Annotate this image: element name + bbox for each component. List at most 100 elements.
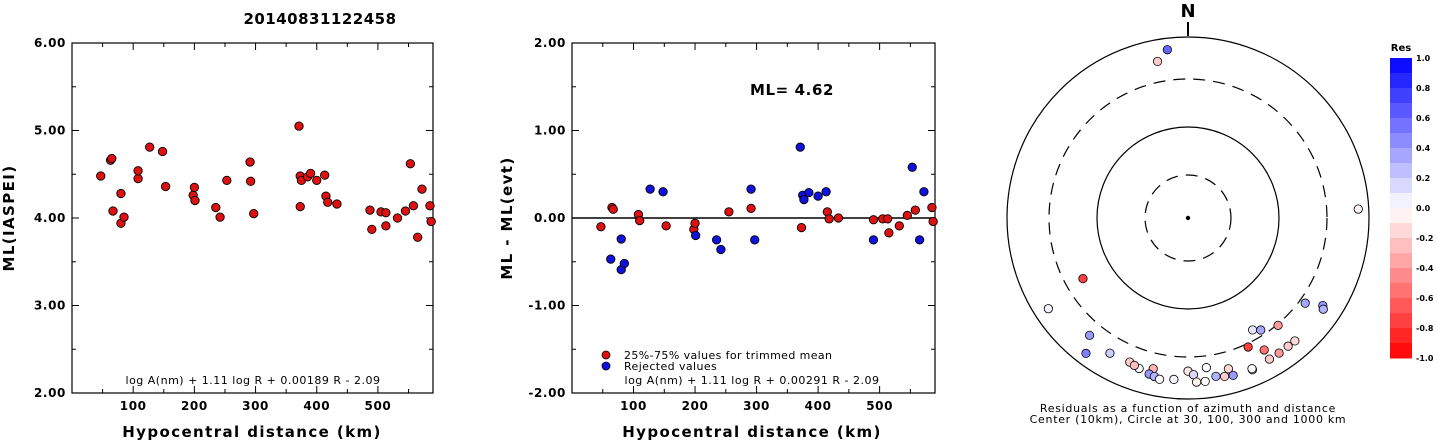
colorbar-cell [1390,163,1412,179]
chart0-data-point [425,201,435,211]
colorbar-tick-label: -0.2 [1416,234,1434,243]
colorbar-tick-label: 0.4 [1416,144,1431,153]
colorbar-tick-label: 1.0 [1416,54,1431,63]
chart0-data-point [312,175,322,186]
station-residual-marker [1105,348,1115,358]
station-residual-marker [1243,342,1253,352]
station-residual-marker [1273,320,1283,330]
chart0-data-point [145,142,155,152]
colorbar-title: Res [1391,43,1411,54]
station-residual-marker [1192,377,1202,387]
chart1-data-point [910,205,920,215]
station-residual-marker [1129,360,1139,370]
chart1-ytick-label: 1.00 [534,124,566,138]
ml-iaspei-panel: 100 200 300 400 500 2.00 3.00 4.00 5.00 6.00 log … [0,36,436,441]
legend-marker-rejected [601,361,611,371]
colorbar-tick-label: 0.2 [1416,174,1430,183]
station-residual-marker [1264,354,1275,364]
chart1-data-point [606,254,616,264]
chart1-data-point [746,184,756,194]
chart1-data-point [658,187,668,197]
chart0-data-point [189,182,200,193]
colorbar-cell [1390,238,1412,254]
chart0-ytick-label: 5.00 [34,124,66,138]
chart0-data-point [249,208,259,219]
chart1-data-point [882,214,893,224]
chart1-data-point [868,215,879,225]
station-residual-marker [1078,274,1088,284]
chart0-data-point [215,212,225,222]
colorbar-cell [1390,58,1412,74]
chart0-xtick-label: 400 [303,399,330,413]
chart0-data-point [332,199,342,209]
colorbar-tick-label: 0.6 [1416,114,1431,123]
chart1-data-point [804,187,814,198]
colorbar-cell [1390,118,1412,134]
chart0-data-point [305,168,316,179]
chart0-data-point [108,206,118,216]
chart0-ytick-label: 2.00 [34,386,66,400]
chart0-ytick-label: 4.00 [34,211,66,225]
colorbar-tick-label: -0.4 [1416,264,1434,273]
chart1-ytick-label: 0.00 [534,211,566,225]
chart1-ytick-label: -2.00 [528,386,566,400]
chart0-data-point [116,188,126,199]
station-residual-marker [1201,363,1211,373]
y-axis-label-2: ML - ML(evt) [498,156,516,279]
colorbar-tick-label: -1.0 [1416,354,1434,363]
chart0-data-point [190,195,200,206]
chart0-xtick-label: 200 [181,399,208,413]
chart1-ytick-label: 2.00 [534,36,566,50]
chart1-data-point [746,203,756,214]
legend-label-trimmed: 25%-75% values for trimmed mean [624,349,832,362]
colorbar-cell [1390,148,1412,164]
points-group-1 [96,121,436,242]
residual-colorbar: Res 1.0 0.8 0.6 0.4 0.2 0.0 -0.2 -0.4 -0.6 -0.8 -1… [1390,43,1434,363]
colorbar-tick-label: -0.6 [1416,294,1434,303]
colorbar-cell [1390,223,1412,239]
chart0-data-point [408,201,419,211]
chart1-data-point [927,202,937,213]
station-residual-marker [1318,304,1328,314]
event-id-title: 20140831122458 [243,10,396,28]
chart0-xtick-label: 500 [365,399,392,413]
colorbar-cell [1390,103,1412,119]
colorbar-cell [1390,313,1412,329]
y-axis-label-1: ML(IASPEI) [0,164,18,271]
tick-group-2: 100 200 300 400 500 -2.00 -1.00 0.00 1.00 2.00 [528,36,935,413]
station-residual-marker [1081,348,1091,359]
ring-300km [1048,78,1328,358]
colorbar-cells [1390,58,1412,359]
chart1-data-point [690,218,700,228]
colorbar-cell [1390,178,1412,194]
colorbar-cell [1390,208,1412,224]
chart0-data-point [222,175,232,186]
chart0-data-point [426,216,436,227]
ring-30km [1144,174,1232,262]
chart1-data-point [813,191,823,201]
tick-group-1: 100 200 300 400 500 2.00 3.00 4.00 5.00 6.00 [34,36,433,413]
chart1-data-point [635,215,645,226]
chart0-data-point [157,146,168,157]
station-residual-marker [1200,376,1210,387]
ml-residual-panel: 100 200 300 400 500 -2.00 -1.00 0.00 1.00 2.00 ML… [498,36,938,441]
chart0-data-point [320,170,330,180]
chart1-data-point [616,234,626,244]
legend-label-rejected: Rejected values [624,360,717,373]
chart1-data-point [902,210,912,221]
station-residual-marker [1247,364,1257,374]
chart1-xtick-label: 200 [682,399,709,413]
chart0-xtick-label: 100 [120,399,147,413]
chart1-xtick-label: 100 [620,399,647,413]
chart0-data-point [417,184,427,194]
station-residual-marker [1043,304,1053,314]
chart1-data-point [868,235,879,245]
chart1-data-point [884,228,894,238]
station-residual-marker [1259,345,1269,355]
chart1-xtick-label: 500 [866,399,893,413]
station-residual-marker [1169,374,1179,384]
station-residual-marker [1256,325,1266,335]
north-label: N [1180,1,1195,22]
ml-formula-1: log A(nm) + 1.11 log R + 0.00189 R - 2.0… [126,374,381,387]
chart1-data-point [919,187,929,197]
